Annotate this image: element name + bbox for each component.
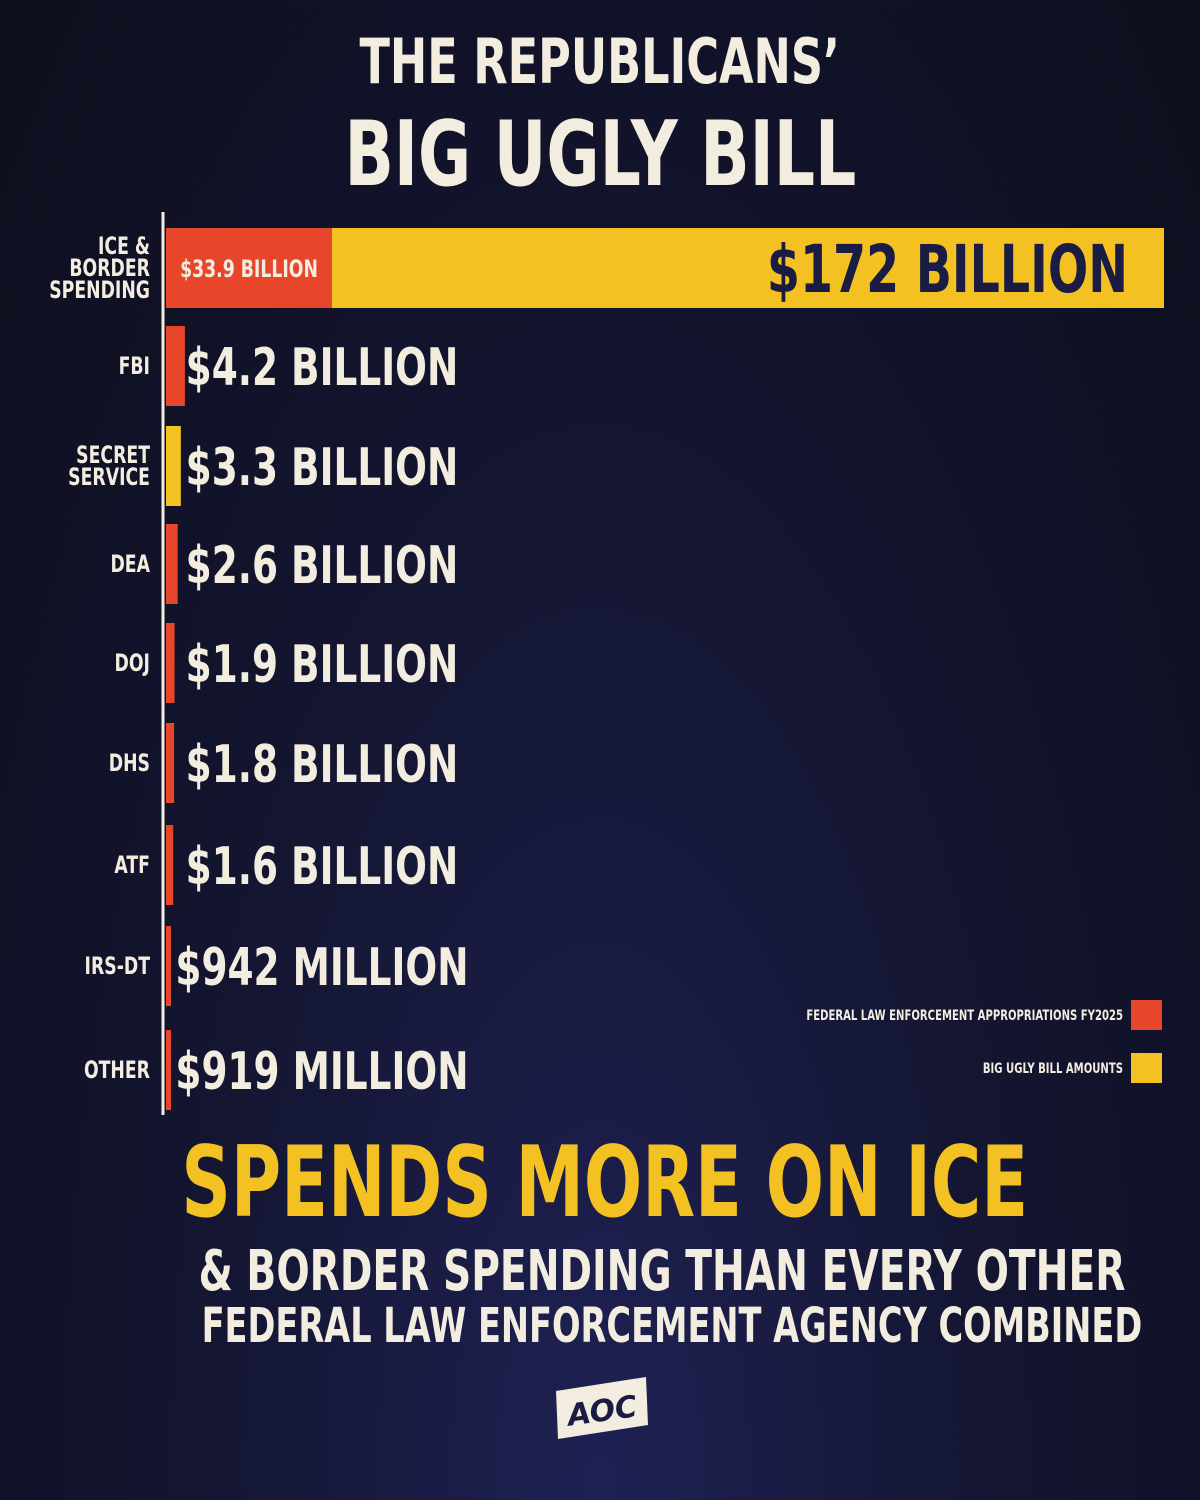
value-label-fbi: $4.2 BILLION [186,337,459,398]
category-label-secret-service: SECRET SERVICE [68,441,150,491]
bar-irs-dt [166,926,171,1006]
bar-dhs [166,723,175,803]
legend-label-2: BIG UGLY BILL AMOUNTS [983,1060,1123,1076]
title-line-2: BIG UGLY BILL [344,102,856,207]
bar-dea [166,524,178,604]
inset-value-label: $33.9 BILLION [180,255,318,283]
category-label-line: FBI [119,352,150,380]
category-label-dhs: DHS [109,749,150,777]
category-label-line: BORDER [69,254,150,282]
category-label-dea: DEA [110,550,150,578]
category-label-line: DEA [110,550,150,578]
legend-label-1: FEDERAL LAW ENFORCEMENT APPROPRIATIONS F… [806,1007,1123,1023]
headline: SPENDS MORE ON ICE [181,1126,1029,1240]
category-label-doj: DOJ [115,649,150,677]
aoc-logo: AOC [556,1377,648,1439]
bar-doj [166,623,175,703]
category-label-line: ATF [114,851,150,879]
category-label-line: SERVICE [68,463,150,491]
subheadline-line-2: FEDERAL LAW ENFORCEMENT AGENCY COMBINED [201,1298,1143,1354]
category-label-line: SECRET [76,441,150,469]
bar-inset-fy2025 [166,228,332,308]
category-label-ice-border-spending: ICE & BORDER SPENDING [49,232,150,304]
bar-ice-border-spending [166,228,1164,308]
value-label-doj: $1.9 BILLION [186,634,459,695]
category-label-line: SPENDING [49,276,150,304]
category-label-line: DOJ [115,649,150,677]
category-label-fbi: FBI [119,352,150,380]
subheadline-line-1: & BORDER SPENDING THAN EVERY OTHER [198,1239,1126,1304]
legend-swatch-2 [1131,1053,1162,1083]
category-label-line: IRS-DT [85,952,151,980]
category-label-line: OTHER [84,1056,150,1084]
value-label-dhs: $1.8 BILLION [186,734,459,795]
chart-legend: FEDERAL LAW ENFORCEMENT APPROPRIATIONS F… [806,1000,1162,1083]
bar-other [166,1030,171,1110]
bars-group: ICE & BORDER SPENDING $33.9 BILLION $172 BIL… [49,228,1164,1110]
legend-swatch-1 [1131,1000,1162,1030]
value-label-atf: $1.6 BILLION [186,836,459,897]
category-label-irs-dt: IRS-DT [85,952,151,980]
value-label-irs-dt: $942 MILLION [175,937,468,998]
bar-secret-service [166,426,181,506]
title-line-1: THE REPUBLICANS’ [359,25,841,98]
value-label-secret-service: $3.3 BILLION [186,437,459,498]
bar-fbi [166,326,185,406]
category-label-other: OTHER [84,1056,150,1084]
value-label-ice-border-spending: $172 BILLION [767,231,1128,308]
bar-atf [166,825,174,905]
category-label-atf: ATF [114,851,150,879]
category-label-line: DHS [109,749,150,777]
value-label-dea: $2.6 BILLION [186,535,459,596]
logo-flag-shape [556,1377,648,1439]
category-label-line: ICE & [98,232,150,260]
value-label-other: $919 MILLION [175,1041,468,1102]
